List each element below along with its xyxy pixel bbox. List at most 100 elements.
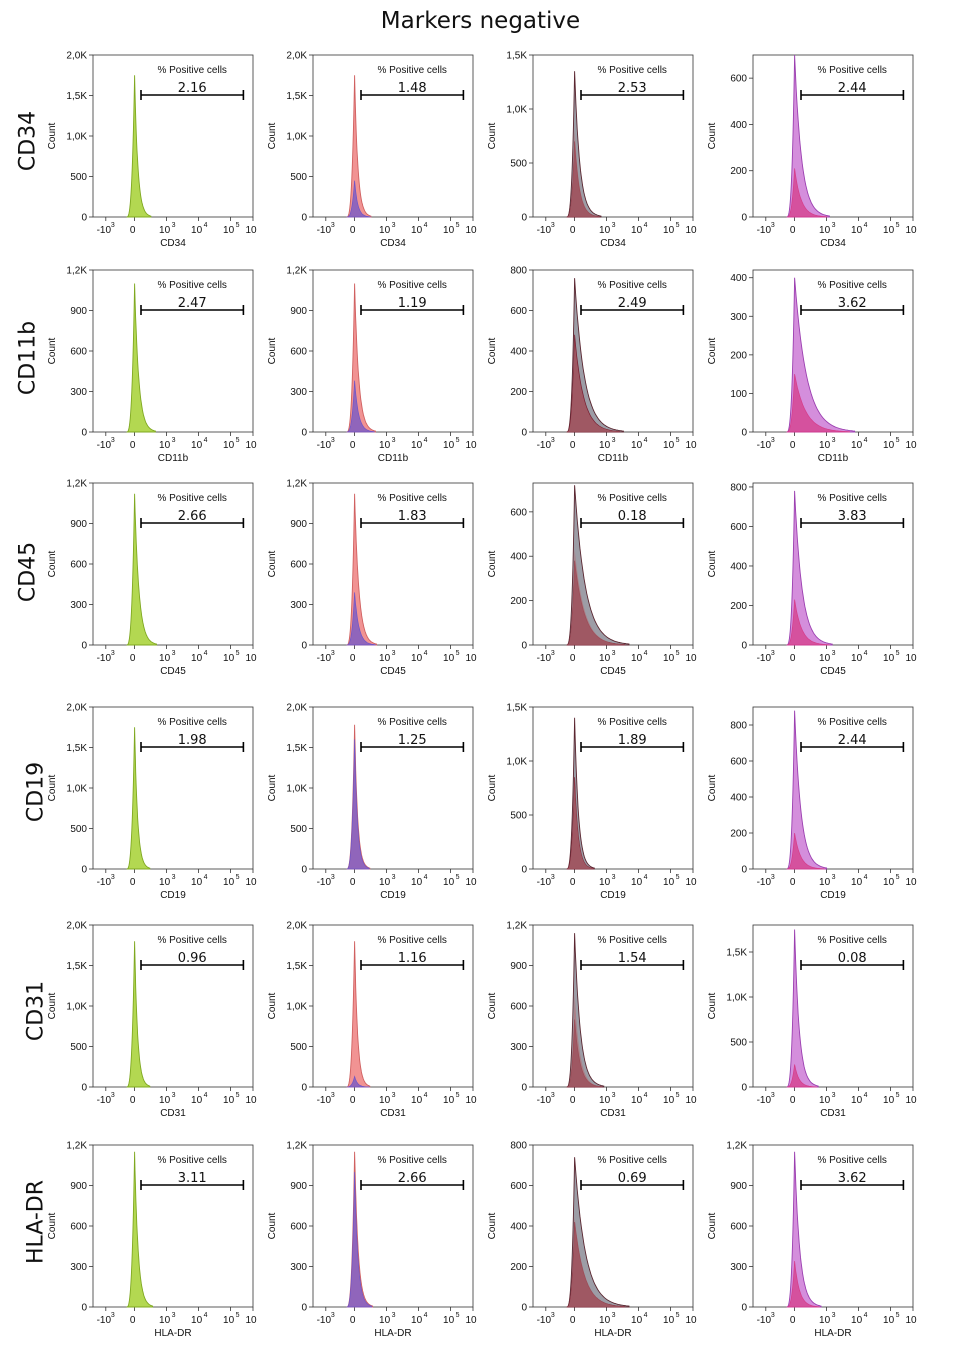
gate-title: % Positive cells <box>157 280 226 291</box>
y-axis-label: Count <box>267 774 278 801</box>
x-tick-exponent: 3 <box>172 1092 176 1099</box>
x-tick-exponent: 3 <box>392 650 396 657</box>
plot-frame <box>752 706 914 870</box>
plot-frame <box>92 706 254 870</box>
histogram-main <box>786 54 830 218</box>
x-tick-label: 10 <box>411 1315 423 1326</box>
x-tick-exponent: 3 <box>392 437 396 444</box>
x-tick-label: -10 <box>317 1315 332 1326</box>
x-tick-exponent: 4 <box>424 222 428 229</box>
gate-title: % Positive cells <box>817 717 886 728</box>
x-tick-label: 10 <box>905 440 917 451</box>
x-tick-exponent: 4 <box>204 874 208 881</box>
x-tick-label: 10 <box>599 225 611 236</box>
y-tick-label: 400 <box>510 1222 527 1233</box>
plot-frame <box>92 54 254 218</box>
plot-frame <box>752 1144 914 1308</box>
plot-frame <box>752 54 914 218</box>
x-tick-exponent: 3 <box>111 1092 115 1099</box>
x-tick-label: 10 <box>685 440 697 451</box>
y-tick-label: 2,0K <box>286 51 307 62</box>
x-tick-exponent: 5 <box>236 650 240 657</box>
x-tick-exponent: 3 <box>111 437 115 444</box>
x-tick-label: 0 <box>130 1095 136 1106</box>
x-tick-label: -10 <box>317 440 332 451</box>
y-tick-label: 800 <box>730 482 747 493</box>
y-axis-label: Count <box>267 1212 278 1239</box>
x-tick-label: 10 <box>443 653 455 664</box>
y-tick-label: 900 <box>70 1181 87 1192</box>
histogram-main <box>126 75 152 218</box>
x-tick-label: 10 <box>465 225 477 236</box>
x-tick-exponent: 3 <box>392 1312 396 1319</box>
x-tick-label: 10 <box>191 225 203 236</box>
x-tick-label: 10 <box>379 440 391 451</box>
x-tick-label: 10 <box>599 440 611 451</box>
y-tick-label: 0 <box>301 213 307 224</box>
x-tick-label: 10 <box>379 1315 391 1326</box>
x-tick-label: 10 <box>851 877 863 888</box>
y-axis-label: Count <box>47 337 58 364</box>
x-tick-label: -10 <box>537 1095 552 1106</box>
y-tick-label: 300 <box>290 1262 307 1273</box>
y-tick-label: 600 <box>70 560 87 571</box>
y-tick-label: 900 <box>70 519 87 530</box>
x-tick-label: 10 <box>379 1095 391 1106</box>
x-tick-label: 0 <box>570 877 576 888</box>
histogram-main <box>346 75 372 218</box>
y-tick-label: 500 <box>510 811 527 822</box>
x-axis-label: CD45 <box>820 666 846 677</box>
histogram-main <box>126 941 151 1088</box>
x-tick-label: 10 <box>883 225 895 236</box>
x-tick-exponent: 3 <box>832 1092 836 1099</box>
plot-frame <box>532 706 694 870</box>
x-tick-label: 10 <box>883 877 895 888</box>
x-tick-exponent: 4 <box>644 437 648 444</box>
y-tick-label: 500 <box>290 172 307 183</box>
x-tick-label: -10 <box>97 440 112 451</box>
gate-title: % Positive cells <box>377 493 446 504</box>
x-tick-exponent: 4 <box>644 1312 648 1319</box>
y-tick-label: 800 <box>730 721 747 732</box>
y-tick-label: 600 <box>510 1181 527 1192</box>
y-tick-label: 500 <box>510 159 527 170</box>
x-tick-label: 10 <box>663 440 675 451</box>
histogram-secondary <box>346 380 375 433</box>
x-tick-label: 0 <box>130 877 136 888</box>
x-axis-label: CD31 <box>380 1108 406 1119</box>
x-tick-exponent: 3 <box>771 1092 775 1099</box>
y-tick-label: 500 <box>70 824 87 835</box>
y-tick-label: 100 <box>730 389 747 400</box>
x-tick-label: 10 <box>905 1315 917 1326</box>
x-tick-label: -10 <box>757 1315 772 1326</box>
x-tick-exponent: 4 <box>204 1092 208 1099</box>
histogram-overlay <box>566 129 600 217</box>
x-tick-label: 0 <box>350 440 356 451</box>
x-tick-label: 10 <box>191 1095 203 1106</box>
y-tick-label: 200 <box>510 596 527 607</box>
x-tick-label: 0 <box>570 1095 576 1106</box>
x-tick-label: 0 <box>790 653 796 664</box>
y-tick-label: 0 <box>81 1083 87 1094</box>
y-tick-label: 300 <box>70 1262 87 1273</box>
x-tick-label: -10 <box>317 653 332 664</box>
x-tick-label: 10 <box>191 1315 203 1326</box>
y-tick-label: 0 <box>521 641 527 652</box>
x-tick-exponent: 5 <box>456 1312 460 1319</box>
y-tick-label: 400 <box>730 273 747 284</box>
x-tick-exponent: 4 <box>644 222 648 229</box>
gate-title: % Positive cells <box>157 717 226 728</box>
gate-title: % Positive cells <box>817 65 886 76</box>
x-tick-label: 10 <box>631 1315 643 1326</box>
plot-frame <box>532 54 694 218</box>
y-tick-label: 300 <box>730 312 747 323</box>
